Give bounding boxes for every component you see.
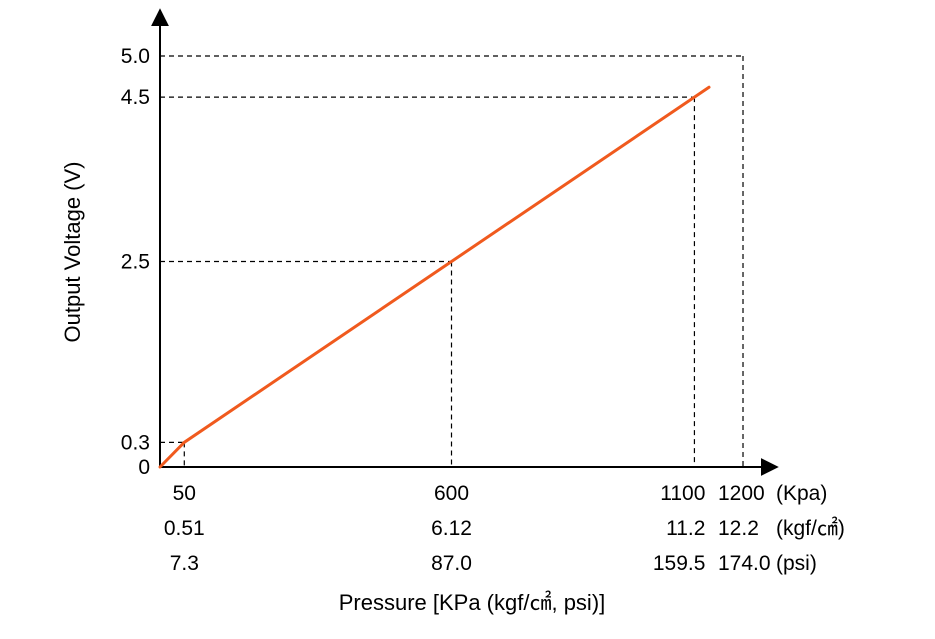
x-tick-label-psi: 174.0 [718, 552, 771, 575]
x-tick-label-kpa: 1200 [718, 482, 765, 505]
unit-label-kgf: (kgf/㎠) [776, 516, 845, 540]
x-tick-label-psi: 159.5 [653, 552, 706, 575]
x-tick-label-psi: 87.0 [431, 552, 472, 575]
series-layer [158, 85, 711, 469]
y-tick-labels: 00.3 2.5 4.5 5.0 [121, 45, 150, 479]
x-tick-labels: 50 0.51 7.3 600 6.12 87.0 1100 11.2 159.5 1200 12.… [164, 482, 771, 575]
y-tick-label: 4.5 [121, 86, 150, 109]
y-tick-label: 2.5 [121, 251, 150, 274]
x-tick-label-kpa: 600 [434, 482, 469, 505]
y-tick-label: 5.0 [121, 45, 150, 68]
x-tick-label-kpa: 1100 [660, 482, 705, 505]
y-tick-label: 0.3 [121, 431, 150, 454]
x-tick-label-kpa: 50 [173, 482, 196, 505]
series-line [158, 85, 711, 469]
y-axis-title: Output Voltage (V) [60, 162, 85, 343]
x-tick-label-kgf: 6.12 [431, 517, 472, 540]
reference-lines [160, 55, 744, 467]
x-tick-label-kgf: 0.51 [164, 517, 205, 540]
x-tick-label-psi: 7.3 [170, 552, 199, 575]
x-axis-title: Pressure [KPa (kgf/㎠, psi)] [339, 590, 606, 615]
y-tick-label: 0 [138, 456, 150, 479]
x-tick-label-kgf: 12.2 [718, 517, 759, 540]
x-tick-label-kgf: 11.2 [666, 517, 705, 540]
unit-label-psi: (psi) [776, 552, 817, 575]
unit-label-kpa: (Kpa) [776, 482, 827, 505]
